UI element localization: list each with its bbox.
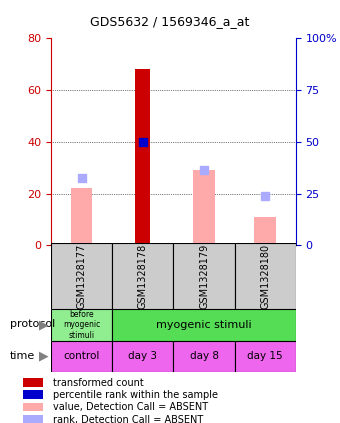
FancyBboxPatch shape	[112, 309, 296, 341]
FancyBboxPatch shape	[51, 341, 112, 372]
Bar	[135, 69, 151, 245]
FancyBboxPatch shape	[173, 243, 235, 309]
FancyBboxPatch shape	[51, 309, 112, 341]
Bar	[23, 403, 43, 411]
FancyBboxPatch shape	[173, 341, 235, 372]
Text: day 15: day 15	[248, 352, 283, 361]
Text: control: control	[64, 352, 100, 361]
FancyBboxPatch shape	[112, 341, 173, 372]
Text: GSM1328178: GSM1328178	[138, 243, 148, 309]
Text: GSM1328177: GSM1328177	[76, 243, 87, 309]
Bar	[23, 415, 43, 423]
Text: rank, Detection Call = ABSENT: rank, Detection Call = ABSENT	[52, 415, 203, 423]
Bar	[23, 378, 43, 387]
Text: transformed count: transformed count	[52, 378, 143, 388]
Text: GDS5632 / 1569346_a_at: GDS5632 / 1569346_a_at	[90, 15, 250, 28]
FancyBboxPatch shape	[112, 243, 173, 309]
Text: GSM1328179: GSM1328179	[199, 243, 209, 309]
FancyBboxPatch shape	[235, 341, 296, 372]
Text: day 3: day 3	[128, 352, 157, 361]
Bar	[23, 390, 43, 399]
FancyBboxPatch shape	[51, 243, 112, 309]
Text: myogenic stimuli: myogenic stimuli	[156, 320, 252, 330]
Bar	[71, 188, 92, 245]
Bar	[254, 217, 276, 245]
Text: value, Detection Call = ABSENT: value, Detection Call = ABSENT	[52, 402, 208, 412]
Text: before
myogenic
stimuli: before myogenic stimuli	[63, 310, 100, 340]
Text: GSM1328180: GSM1328180	[260, 244, 270, 308]
Text: ▶: ▶	[39, 318, 49, 331]
Text: time: time	[10, 351, 35, 361]
Text: percentile rank within the sample: percentile rank within the sample	[52, 390, 218, 400]
Text: protocol: protocol	[10, 319, 55, 330]
FancyBboxPatch shape	[235, 243, 296, 309]
Text: day 8: day 8	[189, 352, 219, 361]
Bar	[193, 170, 215, 245]
Text: ▶: ▶	[39, 350, 49, 363]
